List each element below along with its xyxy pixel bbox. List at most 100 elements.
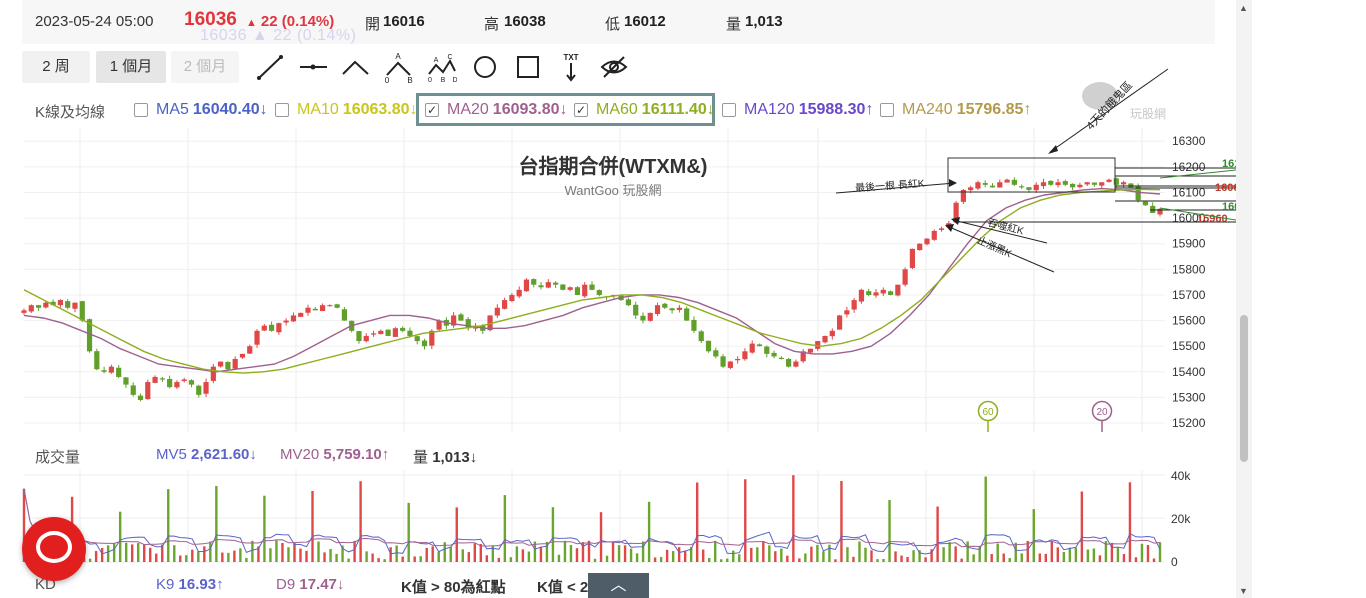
hungry-ghost-zone-box — [947, 157, 1116, 193]
volume-bar — [569, 545, 573, 562]
price-level-label: 16009 — [1222, 201, 1236, 213]
chart-subtitle: WantGoo 玩股網 — [564, 183, 661, 198]
candle-body — [356, 331, 362, 342]
volume-bar — [293, 543, 296, 562]
collapse-button[interactable]: ︿ — [588, 573, 649, 598]
volume-section-title: 成交量 — [35, 446, 80, 467]
volume-bar — [311, 491, 314, 562]
candle-body — [1026, 187, 1032, 190]
angle-tool-icon[interactable] — [341, 53, 371, 83]
candle-body — [786, 359, 792, 367]
candle-body — [152, 376, 158, 383]
volume-bar — [503, 495, 507, 562]
volume-bar — [840, 480, 843, 562]
ma20-checkbox[interactable]: ✓ — [425, 103, 439, 117]
candle-body — [647, 312, 653, 321]
hide-drawings-icon[interactable] — [599, 53, 629, 83]
candle-body — [108, 366, 114, 373]
candle-body — [909, 248, 916, 268]
page-scrollbar[interactable]: ▲ ▼ — [1236, 0, 1252, 598]
candle-body — [312, 308, 318, 311]
volume-tick-20k: 20k — [1171, 512, 1191, 526]
candle-body — [829, 330, 835, 337]
chart-title: 台指期合併(WTXM&) — [519, 154, 708, 178]
period-2-weeks-button[interactable]: 2 周 — [22, 51, 90, 83]
rectangle-tool-icon[interactable] — [513, 53, 543, 83]
volume-bar — [365, 551, 368, 562]
tool-letter-b: B — [441, 77, 446, 83]
volume-bar — [323, 552, 326, 562]
ma120-label: MA120 — [744, 101, 795, 118]
text-tool-icon[interactable]: TXT — [556, 53, 586, 83]
volume-bar — [407, 502, 410, 562]
volume-bar — [263, 495, 266, 562]
price-tick-label: 15800 — [1172, 262, 1206, 276]
ma5-checkbox[interactable] — [134, 103, 148, 117]
volume-bar — [774, 551, 777, 562]
candle-body — [137, 395, 144, 400]
volume-bar — [521, 549, 525, 562]
volume-bar — [185, 555, 188, 562]
chart-grid — [24, 128, 1165, 432]
scroll-up-icon[interactable]: ▲ — [1239, 3, 1248, 13]
ma120-checkbox[interactable] — [722, 103, 736, 117]
candle-body — [341, 309, 348, 321]
ma60-checkbox[interactable]: ✓ — [574, 103, 588, 117]
volume-bar — [167, 489, 170, 562]
ma5-value: 16040.40↓ — [192, 101, 268, 118]
volume-bar — [443, 542, 446, 562]
volume-bar — [972, 554, 975, 562]
scroll-down-icon[interactable]: ▼ — [1239, 586, 1248, 596]
candle-body — [494, 307, 500, 316]
tool-letter-c: C — [447, 54, 452, 61]
ma10-toggle[interactable]: MA10 16063.80↓ — [275, 101, 418, 119]
candle-body — [764, 346, 770, 354]
ma10-checkbox[interactable] — [275, 103, 289, 117]
volume-bar — [804, 553, 807, 562]
ma60-marker-label: 60 — [982, 407, 994, 418]
volume-bar — [653, 557, 657, 562]
horizontal-line-tool-icon[interactable] — [299, 53, 329, 83]
ma120-toggle[interactable]: MA120 15988.30↑ — [722, 101, 873, 119]
volume-grid — [24, 470, 1165, 563]
volume-bars — [22, 475, 1162, 562]
volume-bar — [936, 506, 939, 562]
period-1-month-button[interactable]: 1 個月 — [96, 51, 166, 83]
volume-bar — [155, 553, 158, 562]
ma240-toggle[interactable]: MA240 15796.85↑ — [880, 101, 1031, 119]
abcd-pattern-tool-icon[interactable]: C A 0 B D — [427, 53, 457, 83]
volume-bar — [635, 553, 639, 562]
chat-button[interactable] — [22, 517, 86, 581]
volume-title: 成交量 — [35, 449, 81, 466]
candle-body — [429, 330, 435, 346]
price-tick-label: 16100 — [1172, 185, 1206, 199]
volume-bar — [942, 547, 945, 562]
circle-tool-icon[interactable] — [470, 53, 500, 83]
ma5-toggle[interactable]: MA5 16040.40↓ — [134, 101, 268, 119]
volume-bar — [251, 540, 254, 562]
candle-body — [363, 335, 369, 342]
abc-pattern-tool-icon[interactable]: A 0 B — [384, 53, 414, 83]
candle-body — [50, 301, 56, 306]
volume-bar — [1020, 553, 1023, 562]
period-2-months-button[interactable]: 2 個月 — [171, 51, 239, 83]
candle-body — [807, 348, 814, 353]
volume-bar — [930, 549, 933, 562]
stop-rise-arrow — [946, 225, 1055, 273]
candle-body — [21, 310, 27, 313]
ma60-toggle[interactable]: ✓ MA60 16111.40↓ — [574, 101, 715, 119]
volume-bar — [269, 548, 272, 562]
volume-bar — [960, 558, 963, 562]
low-value: 16012 — [624, 13, 666, 30]
candle-body — [65, 301, 71, 308]
candle-body — [57, 300, 64, 306]
high-value: 16038 — [504, 13, 546, 30]
candle-body — [880, 289, 886, 294]
line-tool-icon[interactable] — [256, 53, 286, 83]
ma240-checkbox[interactable] — [880, 103, 894, 117]
price-level-label: 16068 — [1215, 182, 1236, 194]
scroll-thumb[interactable] — [1240, 315, 1248, 462]
volume-bar — [720, 559, 723, 562]
trend-arrow-green — [1159, 169, 1236, 179]
ma20-toggle[interactable]: ✓ MA20 16093.80↓ — [425, 101, 568, 119]
